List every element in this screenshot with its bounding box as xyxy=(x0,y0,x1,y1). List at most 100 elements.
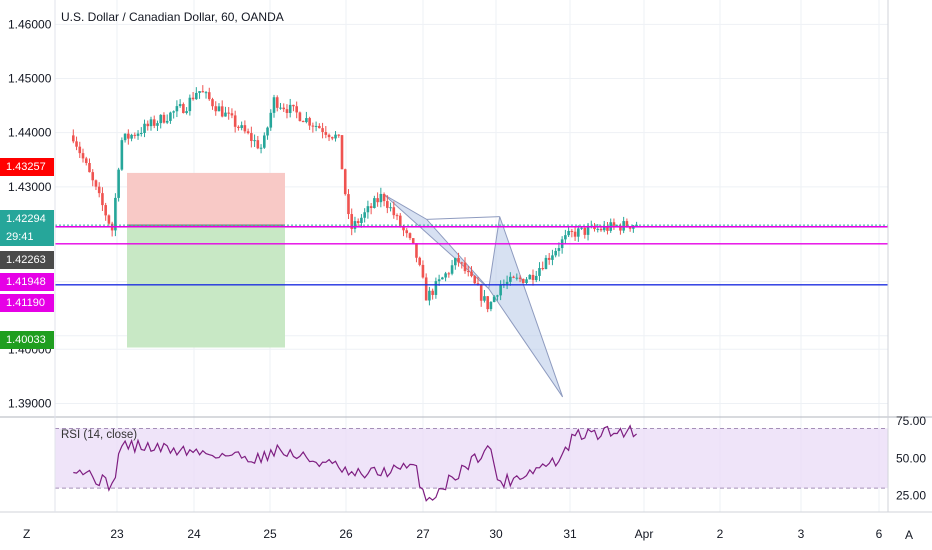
candle-body xyxy=(434,281,438,295)
candle-body xyxy=(612,222,616,226)
candle-body xyxy=(149,119,153,127)
candle-body xyxy=(499,285,502,296)
candle-body xyxy=(220,106,224,117)
position-stop-zone xyxy=(127,172,285,226)
candle-body xyxy=(256,140,260,149)
candle-body xyxy=(538,268,541,276)
candle-body xyxy=(159,114,163,124)
candle-body xyxy=(214,106,218,112)
price-tick-label: 1.39000 xyxy=(8,396,52,410)
candle-body xyxy=(117,169,120,198)
candle-body xyxy=(564,235,567,240)
candle-body xyxy=(534,275,538,281)
candle-body xyxy=(305,118,308,123)
candle-body xyxy=(473,276,477,284)
candle-body xyxy=(88,163,91,173)
candle-body xyxy=(573,231,577,237)
corner-right-button[interactable]: A xyxy=(905,528,914,542)
candle-body xyxy=(395,215,399,217)
candle-body xyxy=(489,301,493,310)
price-tag-last: 1.42294 xyxy=(0,210,54,228)
candle-body xyxy=(437,279,441,282)
time-tick-label: 23 xyxy=(110,527,124,541)
candle-body xyxy=(288,104,292,113)
candle-body xyxy=(275,97,279,108)
time-tick-label: 6 xyxy=(876,527,883,541)
candle-body xyxy=(250,133,253,141)
candle-body xyxy=(505,281,509,285)
candle-body xyxy=(602,225,606,231)
candle-body xyxy=(188,97,192,112)
candle-body xyxy=(201,91,205,93)
candle-body xyxy=(347,194,350,215)
candle-body xyxy=(402,226,405,231)
candle-body xyxy=(531,274,535,281)
candle-body xyxy=(470,271,473,277)
candle-body xyxy=(107,215,111,224)
candle-body xyxy=(318,125,321,129)
candle-body xyxy=(447,273,451,275)
candle-body xyxy=(509,276,512,282)
candle-body xyxy=(101,193,104,206)
candle-body xyxy=(392,207,396,216)
candle-body xyxy=(266,127,269,136)
candle-body xyxy=(172,111,175,113)
candle-body xyxy=(386,201,389,208)
candle-body xyxy=(282,107,286,110)
candle-body xyxy=(81,153,85,159)
candle-body xyxy=(327,134,331,138)
candle-body xyxy=(279,107,282,109)
candle-body xyxy=(224,112,227,117)
candle-body xyxy=(557,248,561,251)
price-tag-countdown: 29:41 xyxy=(0,228,54,246)
price-tag-level-1: 1.42263 xyxy=(0,251,54,269)
candle-body xyxy=(356,221,360,224)
candle-body xyxy=(525,279,528,283)
candle-body xyxy=(308,118,311,126)
candle-body xyxy=(350,214,354,229)
candle-body xyxy=(175,106,179,112)
candle-body xyxy=(382,193,386,202)
candle-body xyxy=(298,112,302,122)
time-tick-label: 30 xyxy=(489,527,503,541)
candle-body xyxy=(152,119,156,126)
candle-body xyxy=(398,215,402,227)
pattern-triangle-left xyxy=(384,194,490,290)
time-tick-label: 3 xyxy=(798,527,805,541)
candle-body xyxy=(136,133,140,136)
candle-body xyxy=(230,113,234,116)
candle-body xyxy=(204,92,208,94)
candle-body xyxy=(363,212,366,218)
candle-body xyxy=(120,140,124,170)
candle-body xyxy=(295,106,298,113)
candle-body xyxy=(139,132,143,134)
price-tick-label: 1.45000 xyxy=(8,72,52,86)
candle-body xyxy=(580,227,583,229)
candle-body xyxy=(114,197,117,231)
candle-body xyxy=(334,134,337,139)
candle-body xyxy=(586,227,590,235)
candle-body xyxy=(463,262,467,272)
candle-body xyxy=(75,141,78,147)
candle-body xyxy=(127,133,130,139)
candle-body xyxy=(619,225,622,231)
candle-body xyxy=(606,225,609,231)
candle-body xyxy=(570,230,574,232)
price-tick-label: 1.44000 xyxy=(8,126,52,140)
price-tag-level-2: 1.41948 xyxy=(0,273,54,291)
candle-body xyxy=(233,115,237,127)
candle-body xyxy=(301,121,305,123)
candle-body xyxy=(551,255,554,260)
candle-body xyxy=(143,123,146,133)
corner-left-button[interactable]: Z xyxy=(23,527,31,541)
time-tick-label: 26 xyxy=(339,527,353,541)
candle-body xyxy=(431,290,434,295)
candle-body xyxy=(156,123,159,126)
candle-body xyxy=(237,126,240,129)
candle-body xyxy=(479,285,483,301)
candle-body xyxy=(84,158,88,164)
candle-body xyxy=(567,230,570,236)
candle-body xyxy=(421,264,425,278)
candle-body xyxy=(411,238,415,244)
